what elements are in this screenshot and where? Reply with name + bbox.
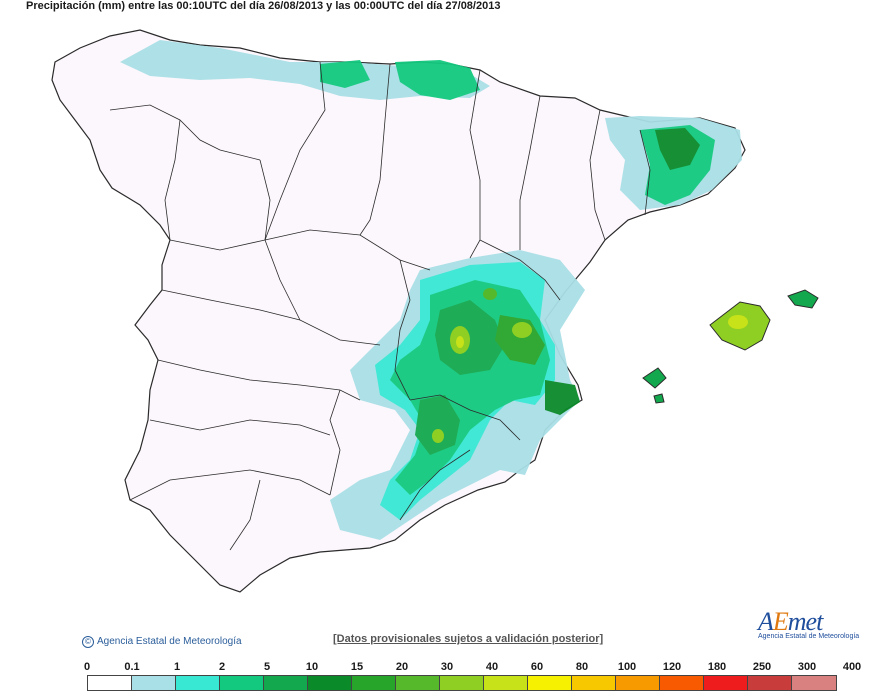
legend-swatch xyxy=(88,676,132,690)
legend-label: 30 xyxy=(440,661,454,673)
legend-label: 80 xyxy=(575,661,589,673)
legend-swatch xyxy=(528,676,572,690)
hotspot-valencia xyxy=(512,322,532,338)
legend-label: 2 xyxy=(218,661,226,673)
legend-label: 1 xyxy=(173,661,181,673)
legend-labels: 0 0.1 1 2 5 10 15 20 30 40 60 80 100 120 180 250 300 400 xyxy=(80,661,862,675)
legend-label: 400 xyxy=(842,661,862,673)
legend-label: 0.1 xyxy=(124,661,140,673)
legend-label: 180 xyxy=(707,661,727,673)
legend-label: 60 xyxy=(530,661,544,673)
province-borders xyxy=(109,61,651,551)
legend-swatch xyxy=(484,676,528,690)
legend-swatch xyxy=(572,676,616,690)
precipitation-overlay xyxy=(120,40,742,540)
logo-subtitle: Agencia Estatal de Meteorología xyxy=(758,633,860,640)
legend-label: 15 xyxy=(350,661,364,673)
ibiza-island xyxy=(642,367,667,389)
legend-swatch xyxy=(396,676,440,690)
legend-swatch xyxy=(132,676,176,690)
disclaimer-text: [Datos provisionales sujetos a validació… xyxy=(333,633,604,645)
formentera-island xyxy=(653,393,665,404)
aemet-logo: AEmet Agencia Estatal de Meteorología xyxy=(758,607,860,640)
legend-swatch xyxy=(660,676,704,690)
legend-swatch xyxy=(176,676,220,690)
legend-swatch xyxy=(264,676,308,690)
hotspot-south xyxy=(432,429,444,443)
legend-label: 0 xyxy=(83,661,91,673)
legend-label: 5 xyxy=(263,661,271,673)
copyright-icon: © xyxy=(82,636,94,648)
copyright-notice: © Agencia Estatal de Meteorología xyxy=(82,636,242,648)
precipitation-map xyxy=(51,29,819,593)
legend-label: 120 xyxy=(662,661,682,673)
copyright-text: Agencia Estatal de Meteorología xyxy=(97,636,242,647)
menorca-island xyxy=(787,289,819,309)
legend-swatch xyxy=(440,676,484,690)
map-title: Precipitación (mm) entre las 00:10UTC de… xyxy=(26,0,501,12)
legend-swatch xyxy=(748,676,792,690)
legend-swatch xyxy=(220,676,264,690)
legend-swatch xyxy=(616,676,660,690)
mallorca-hotspot xyxy=(728,315,748,329)
logo-wordmark: AEmet xyxy=(758,607,823,636)
hotspot-north xyxy=(483,288,497,300)
legend-label: 300 xyxy=(797,661,817,673)
legend-label: 40 xyxy=(485,661,499,673)
legend-label: 250 xyxy=(752,661,772,673)
legend-swatch xyxy=(308,676,352,690)
legend-color-bar xyxy=(87,675,837,691)
hotspot-cuenca-core xyxy=(456,336,464,348)
legend-label: 20 xyxy=(395,661,409,673)
legend-swatch xyxy=(704,676,748,690)
legend-label: 100 xyxy=(617,661,637,673)
legend-label: 10 xyxy=(305,661,319,673)
legend-swatch xyxy=(352,676,396,690)
legend-swatch xyxy=(792,676,836,690)
